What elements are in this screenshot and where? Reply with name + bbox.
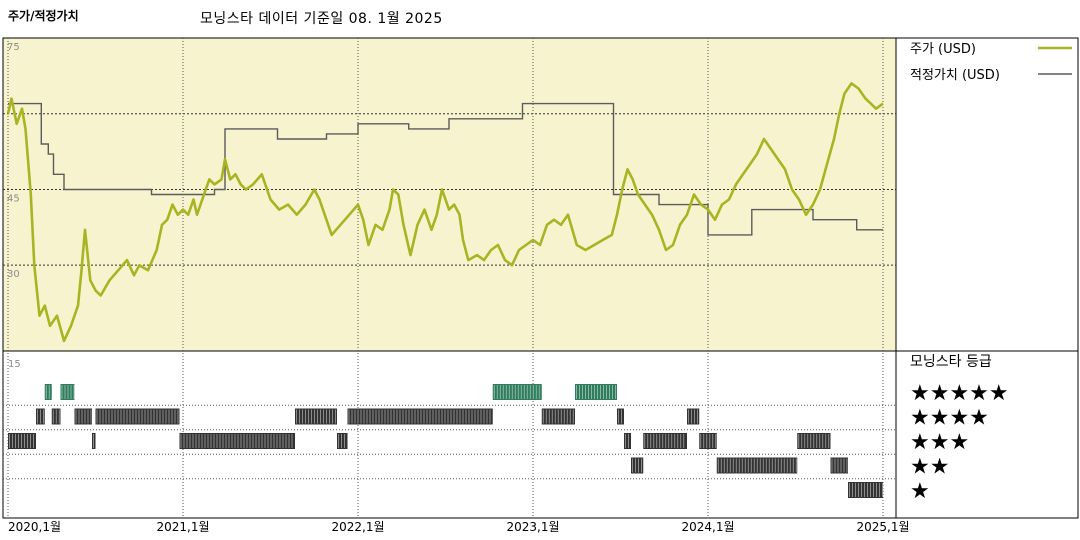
rating-bar-2-star [716, 457, 798, 474]
rating-bar-4-star [295, 408, 337, 425]
y-tick-label: 30 [7, 269, 20, 280]
price-series-line [6, 82, 884, 343]
rating-bar-3-star [179, 433, 295, 449]
x-tick-label: 2021,1월 [156, 520, 209, 534]
rating-bar-4-star [347, 408, 493, 425]
rating-bar-4-star [74, 408, 92, 425]
rating-legend-stars-3: ★★★ [910, 430, 969, 455]
rating-bar-1-star [848, 482, 883, 498]
rating-bar-5-star [575, 384, 617, 400]
x-tick-label: 2022,1월 [331, 520, 384, 534]
rating-legend-stars-4: ★★★★ [910, 406, 989, 431]
rating-bar-4-star [617, 408, 624, 425]
rating-bar-3-star [643, 433, 687, 449]
rating-bar-3-star [8, 433, 36, 449]
rating-bar-4-star [687, 408, 700, 425]
rating-legend-stars-5: ★★★★★ [910, 381, 1009, 406]
rating-bar-5-star [44, 384, 52, 400]
rating-bar-2-star [631, 457, 644, 474]
y-axis-ticks: 75 45 30 [7, 42, 20, 280]
y-tick-label: 75 [7, 42, 20, 53]
rating-legend-stars-1: ★ [910, 479, 930, 504]
rating-bar-4-star [95, 408, 180, 425]
rating-bar-3-star [699, 433, 717, 449]
x-tick-label: 2020,1월 [8, 520, 61, 534]
rating-bar-5-star [60, 384, 75, 400]
fair-value-series-line [8, 102, 883, 236]
rating-legend-stars-2: ★★ [910, 455, 949, 480]
chart-title: 주가/적정가치 [8, 9, 79, 23]
legend-label-fair-value: 적정가치 (USD) [910, 68, 1000, 83]
rating-axis-label: 15 [8, 359, 21, 370]
rating-bar-4-star [51, 408, 61, 425]
rating-bar-4-star [36, 408, 45, 425]
x-tick-label: 2025,1월 [856, 520, 909, 534]
x-axis-ticks: 2020,1월 2021,1월 2022,1월 2023,1월 2024,1월 2025,… [8, 520, 910, 534]
legend-label-price: 주가 (USD) [910, 42, 976, 57]
rating-bar-3-star [92, 433, 96, 449]
rating-legend-title: 모닝스타 등급 [910, 354, 992, 370]
data-date-subtitle: 모닝스타 데이터 기준일 08. 1월 2025 [200, 11, 443, 27]
rating-bar-4-star [541, 408, 575, 425]
rating-bar-3-star [337, 433, 348, 449]
rating-bar-3-star [624, 433, 631, 449]
rating-bar-3-star [797, 433, 831, 449]
rating-plot-frame [2, 350, 1079, 519]
price-plot-background [3, 38, 896, 351]
x-tick-label: 2023,1월 [506, 520, 559, 534]
rating-bar-2-star [830, 457, 848, 474]
rating-bar-5-star [492, 384, 542, 400]
y-tick-label: 45 [7, 193, 20, 204]
x-tick-label: 2024,1월 [681, 520, 734, 534]
